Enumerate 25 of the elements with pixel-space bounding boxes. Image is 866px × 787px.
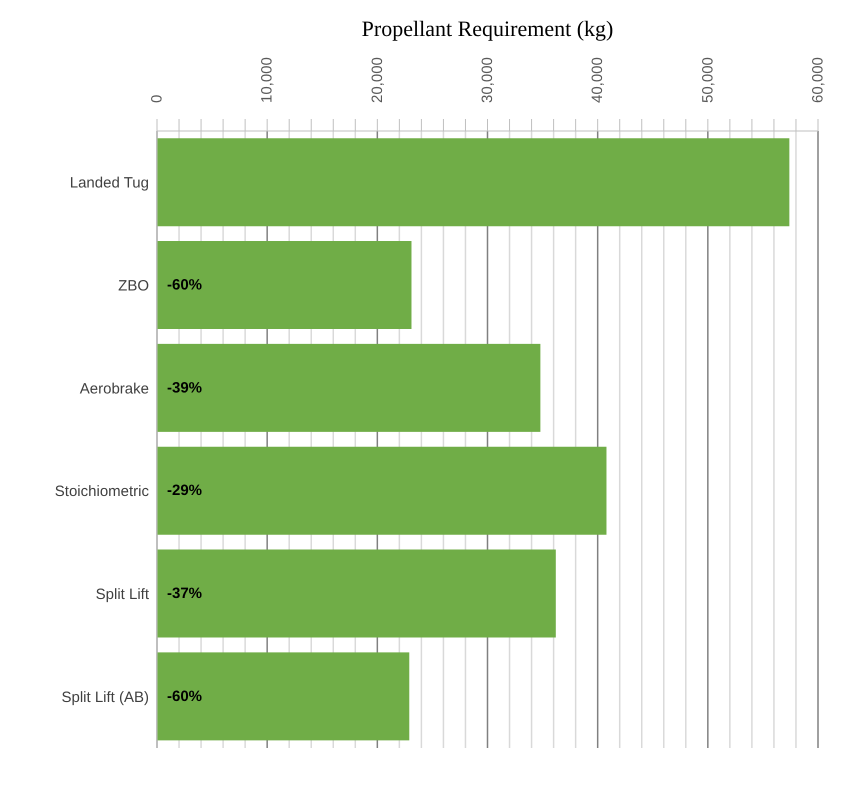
y-tick-label: Split Lift (AB): [61, 688, 149, 706]
bar: [157, 446, 606, 535]
x-tick-label: 30,000: [479, 57, 496, 103]
annotation: -39%: [167, 379, 202, 396]
x-tick-label: 50,000: [699, 57, 716, 103]
y-tick-label: Split Lift: [96, 586, 150, 604]
annotation: -60%: [167, 276, 202, 294]
x-tick-label: 40,000: [589, 57, 606, 103]
y-tick-label: Landed Tug: [70, 174, 149, 192]
chart-title: Propellant Requirement (kg): [360, 16, 614, 42]
x-tick-label: 10,000: [258, 57, 276, 103]
y-tick-label: ZBO: [118, 278, 149, 295]
bar: [157, 344, 540, 432]
y-tick-label: Stoichiometric: [54, 483, 150, 500]
bar: [157, 138, 790, 226]
annotation: -37%: [167, 585, 202, 602]
bar: [157, 550, 556, 638]
x-tick-label: 0: [148, 94, 166, 103]
x-tick-label: 20,000: [368, 57, 386, 103]
bar: [157, 241, 412, 330]
bar: [157, 652, 410, 740]
annotation: -60%: [167, 688, 202, 705]
annotation: -29%: [167, 482, 202, 500]
y-tick-label: Aerobrake: [80, 380, 149, 398]
x-tick-label: 60,000: [810, 57, 826, 103]
